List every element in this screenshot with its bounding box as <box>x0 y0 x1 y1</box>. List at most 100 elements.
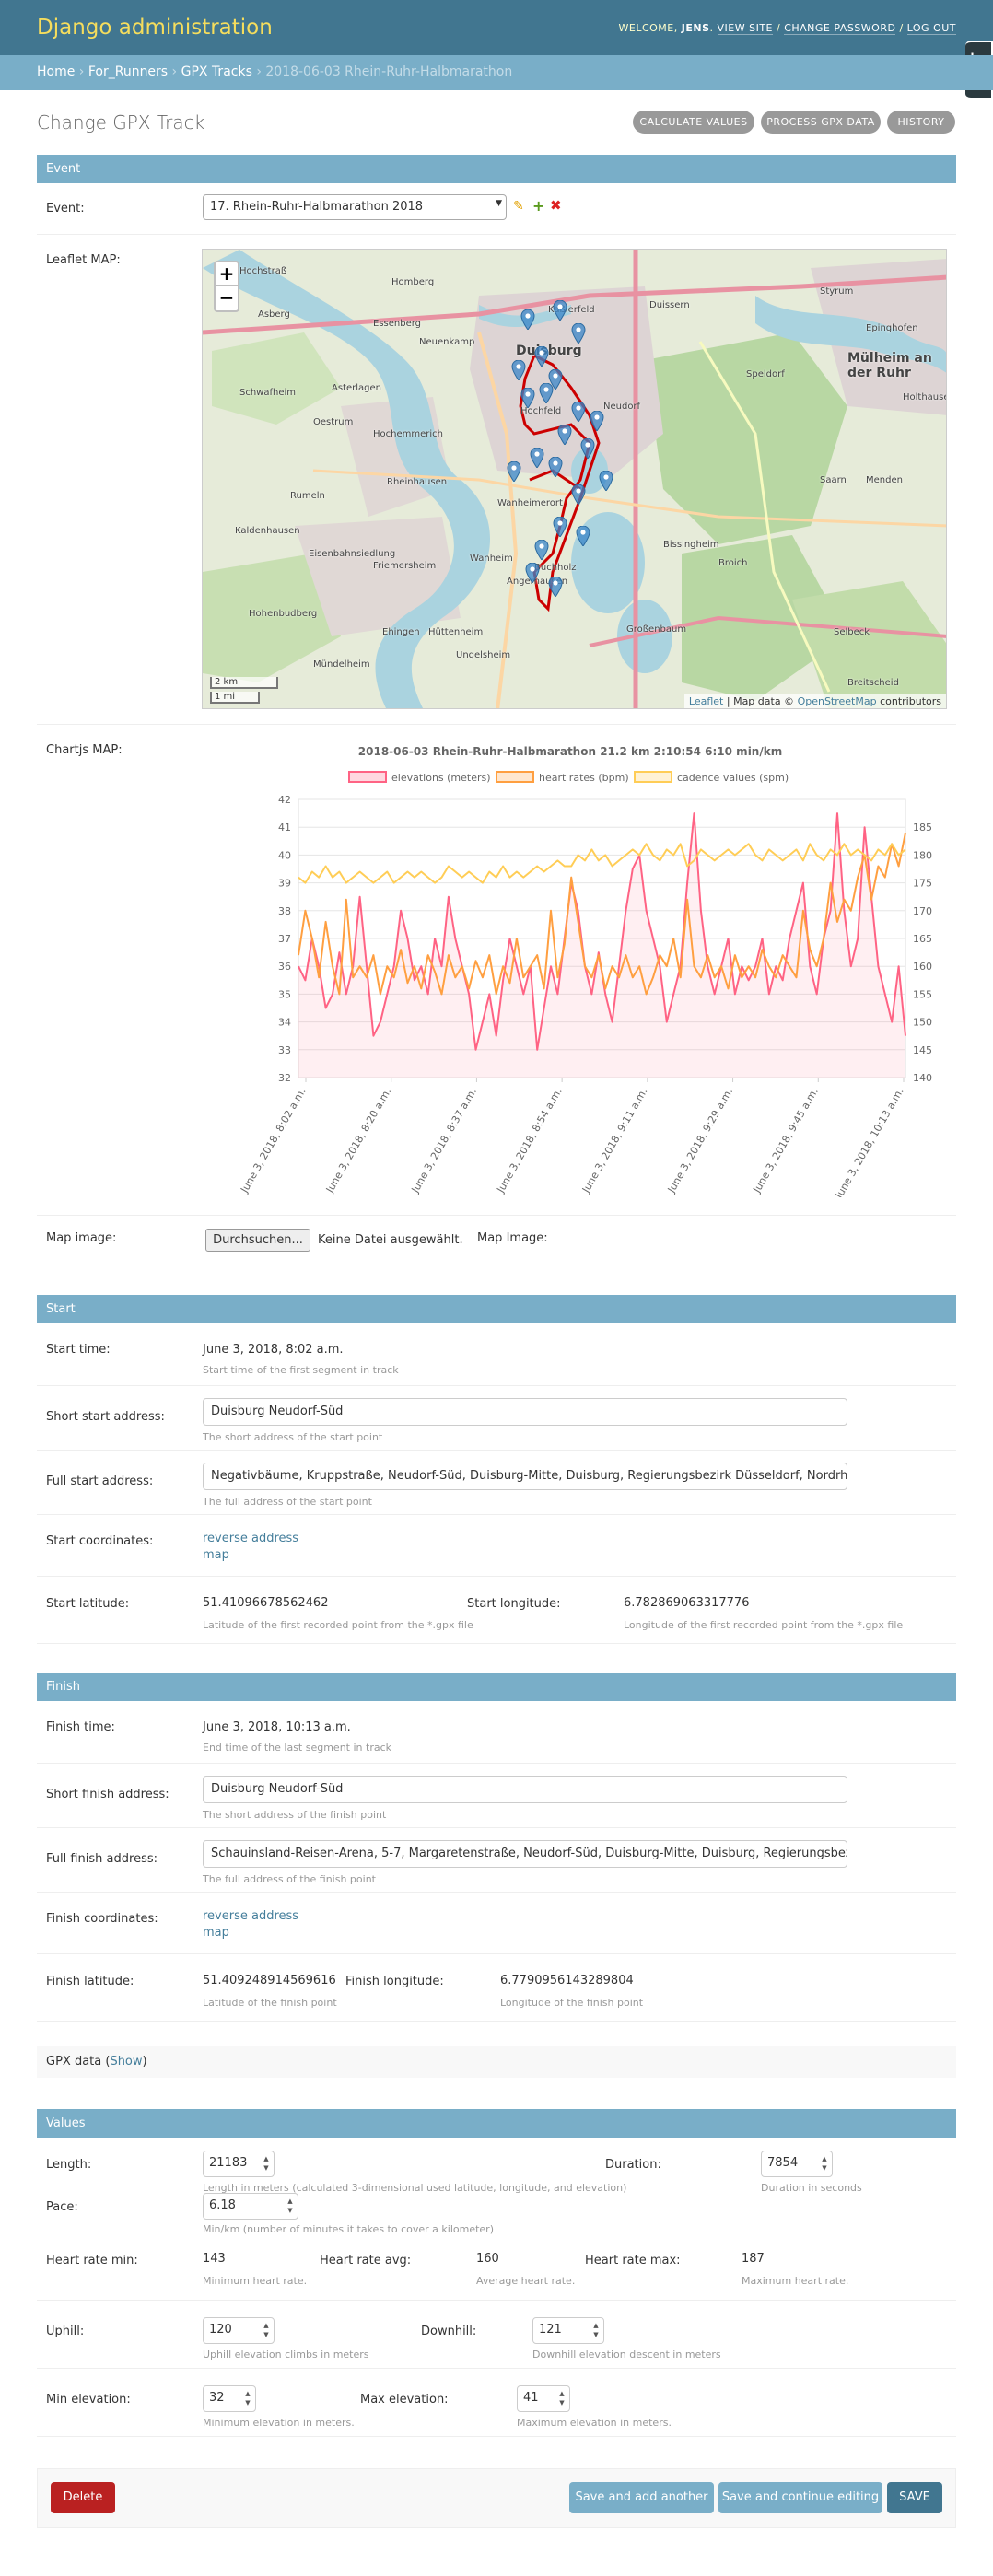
browse-file-button[interactable]: Durchsuchen... <box>205 1229 310 1252</box>
full-finish-address-input[interactable]: Schauinsland-Reisen-Arena, 5-7, Margaret… <box>203 1840 847 1868</box>
heart-rate-row: Heart rate min: 143 Minimum heart rate. … <box>37 2232 956 2301</box>
stepper-icon[interactable]: ▲ ▼ <box>263 2322 269 2338</box>
map-marker-icon[interactable] <box>520 387 535 409</box>
chartjs-chart[interactable]: 2018-06-03 Rhein-Ruhr-Halbmarathon 21.2 … <box>202 737 939 1197</box>
short-finish-address-input[interactable]: Duisburg Neudorf-Süd <box>203 1776 847 1803</box>
map-image-row: Map image: Durchsuchen... Keine Datei au… <box>37 1216 956 1265</box>
map-marker-icon[interactable] <box>539 382 554 404</box>
downhill-label: Downhill: <box>421 2325 477 2338</box>
user-tools: WELCOME, JENS. VIEW SITE / CHANGE PASSWO… <box>618 22 956 35</box>
finish-longitude-value: 6.7790956143289804 <box>500 1974 634 1987</box>
uphill-input[interactable]: 120 ▲ ▼ <box>203 2317 275 2344</box>
map-marker-icon[interactable] <box>548 368 563 390</box>
map-marker-icon[interactable] <box>548 456 563 478</box>
finish-longitude-label: Finish longitude: <box>345 1975 444 1988</box>
x-tick-label: June 3, 2018, 8:20 a.m. <box>323 1086 393 1195</box>
full-start-address-label: Full start address: <box>46 1474 154 1488</box>
heart-rate-avg-value: 160 <box>476 2252 499 2266</box>
stepper-icon[interactable]: ▲ ▼ <box>287 2197 293 2214</box>
start-reverse-address-link[interactable]: reverse address <box>203 1532 299 1545</box>
map-marker-icon[interactable] <box>525 562 540 584</box>
finish-lat-lon-row: Finish latitude: 51.409248914569616 Lati… <box>37 1954 956 2022</box>
calculate-values-button[interactable]: CALCULATE VALUES <box>633 111 754 134</box>
openstreetmap-link[interactable]: OpenStreetMap <box>797 695 877 707</box>
map-marker-icon[interactable] <box>590 410 604 432</box>
breadcrumb-home[interactable]: Home <box>37 64 76 79</box>
map-marker-icon[interactable] <box>571 322 586 344</box>
map-marker-icon[interactable] <box>530 447 544 469</box>
stepper-icon[interactable]: ▲ ▼ <box>822 2155 827 2172</box>
map-marker-icon[interactable] <box>511 359 526 381</box>
min-elevation-input[interactable]: 32 ▲ ▼ <box>203 2385 256 2412</box>
map-place-label: Rheinhausen <box>387 477 448 487</box>
breadcrumb-app[interactable]: For_Runners <box>88 64 169 79</box>
y-left-tick: 32 <box>278 1072 291 1084</box>
zoom-out-button[interactable]: − <box>214 286 239 312</box>
y-left-tick: 35 <box>278 988 291 1000</box>
leaflet-map[interactable]: + − Hochstraß Homberg Asberg Essenberg Neuen… <box>202 249 947 709</box>
save-and-continue-button[interactable]: Save and continue editing <box>718 2482 882 2513</box>
map-marker-icon[interactable] <box>548 576 563 598</box>
pace-input[interactable]: 6.18 ▲ ▼ <box>203 2193 298 2220</box>
map-marker-icon[interactable] <box>571 484 586 506</box>
length-input[interactable]: 21183 ▲ ▼ <box>203 2151 275 2177</box>
map-marker-icon[interactable] <box>580 437 595 460</box>
save-and-add-another-button[interactable]: Save and add another <box>569 2482 714 2513</box>
logout-link[interactable]: LOG OUT <box>906 22 956 35</box>
map-marker-icon[interactable] <box>520 309 535 331</box>
downhill-input[interactable]: 121 ▲ ▼ <box>532 2317 604 2344</box>
finish-reverse-address-link[interactable]: reverse address <box>203 1909 299 1923</box>
chartjs-row: Chartjs MAP: <box>37 725 956 1216</box>
attribution-text: | Map data © <box>726 695 795 707</box>
downhill-value: 121 <box>539 2323 562 2337</box>
stepper-icon[interactable]: ▲ ▼ <box>559 2390 565 2407</box>
process-gpx-data-button[interactable]: PROCESS GPX DATA <box>761 111 881 134</box>
add-plus-icon[interactable]: + <box>532 197 545 215</box>
duration-input[interactable]: 7854 ▲ ▼ <box>761 2151 833 2177</box>
delete-x-icon[interactable]: ✖ <box>550 197 562 214</box>
stepper-icon[interactable]: ▲ ▼ <box>263 2155 269 2172</box>
duration-label: Duration: <box>605 2158 661 2172</box>
map-marker-icon[interactable] <box>534 345 549 367</box>
map-marker-icon[interactable] <box>553 299 567 321</box>
breadcrumb-current: 2018-06-03 Rhein-Ruhr-Halbmarathon <box>265 64 513 79</box>
history-button[interactable]: HISTORY <box>887 111 955 134</box>
short-finish-address-help: The short address of the finish point <box>203 1809 387 1821</box>
y-right-tick: 155 <box>913 988 932 1000</box>
map-place-label: Mülheim an der Ruhr <box>847 351 932 380</box>
map-place-label: Kaßlerfeld <box>548 305 595 315</box>
start-time-row: Start time: June 3, 2018, 8:02 a.m. Star… <box>37 1323 956 1386</box>
map-marker-icon[interactable] <box>576 525 590 547</box>
edit-pencil-icon[interactable]: ✎ <box>513 199 524 214</box>
x-tick-label: June 3, 2018, 9:29 a.m. <box>665 1086 735 1195</box>
start-latitude-value: 51.41096678562462 <box>203 1596 329 1610</box>
change-password-link[interactable]: CHANGE PASSWORD <box>784 22 896 35</box>
finish-map-link[interactable]: map <box>203 1926 229 1940</box>
map-marker-icon[interactable] <box>571 401 586 423</box>
map-marker-icon[interactable] <box>557 424 572 446</box>
delete-button[interactable]: Delete <box>51 2482 115 2513</box>
site-title[interactable]: Django administration <box>37 16 273 40</box>
short-start-address-input[interactable]: Duisburg Neudorf-Süd <box>203 1398 847 1426</box>
elevation-area <box>298 813 905 1078</box>
map-marker-icon[interactable] <box>553 516 567 538</box>
start-map-link[interactable]: map <box>203 1548 229 1562</box>
map-marker-icon[interactable] <box>599 470 613 492</box>
map-marker-icon[interactable] <box>534 539 549 561</box>
save-button[interactable]: SAVE <box>887 2482 942 2513</box>
zoom-in-button[interactable]: + <box>214 261 239 286</box>
full-start-address-input[interactable]: Negativbäume, Kruppstraße, Neudorf-Süd, … <box>203 1463 847 1490</box>
uphill-downhill-row: Uphill: 120 ▲ ▼ Uphill elevation climbs in… <box>37 2301 956 2369</box>
finish-coordinates-label: Finish coordinates: <box>46 1912 158 1926</box>
event-select[interactable]: 17. Rhein-Ruhr-Halbmarathon 2018 ▼ <box>203 194 507 220</box>
leaflet-link[interactable]: Leaflet <box>688 695 724 707</box>
stepper-icon[interactable]: ▲ ▼ <box>245 2390 251 2407</box>
y-right-tick: 185 <box>913 822 932 833</box>
view-site-link[interactable]: VIEW SITE <box>717 22 773 35</box>
map-marker-icon[interactable] <box>507 460 521 483</box>
breadcrumb-model[interactable]: GPX Tracks <box>181 64 252 79</box>
stepper-icon[interactable]: ▲ ▼ <box>593 2322 599 2338</box>
gpx-data-show-link[interactable]: Show <box>110 2055 143 2069</box>
max-elevation-input[interactable]: 41 ▲ ▼ <box>517 2385 570 2412</box>
series-line-heart-rate <box>298 833 906 996</box>
